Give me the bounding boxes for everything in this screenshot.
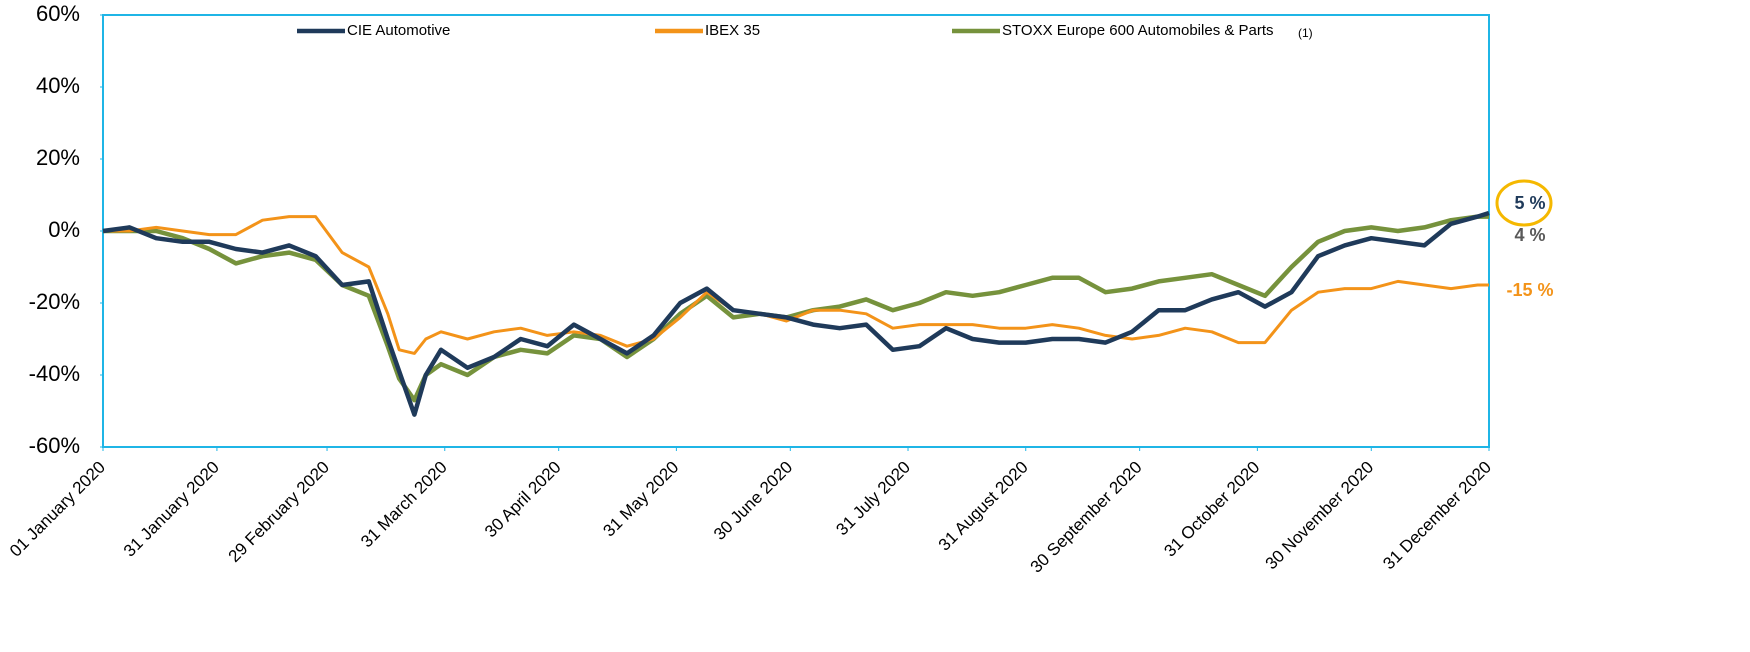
x-tick-label: 30 April 2020 <box>481 458 565 542</box>
x-tick-label: 30 June 2020 <box>710 458 796 544</box>
series-line <box>102 210 1490 417</box>
y-tick-label: 40% <box>36 73 80 98</box>
x-tick-label: 31 October 2020 <box>1160 458 1263 561</box>
legend-label: IBEX 35 <box>705 22 760 39</box>
highlight-ring <box>1495 179 1553 227</box>
x-tick-label: 31 May 2020 <box>599 458 682 541</box>
x-tick-label: 29 February 2020 <box>225 458 333 566</box>
plot-frame <box>102 14 1490 448</box>
y-tick-label: 0% <box>48 217 80 242</box>
x-tick-label: 01 January 2020 <box>6 458 109 561</box>
x-tick-label: 30 September 2020 <box>1027 458 1146 577</box>
legend: CIE Automotive IBEX 35 STOXX Europe 600 Au… <box>297 22 1313 40</box>
x-tick-label: 31 March 2020 <box>357 458 451 552</box>
legend-label: STOXX Europe 600 Automobiles & Parts <box>1002 22 1274 39</box>
x-tick-label: 31 August 2020 <box>935 458 1032 555</box>
series-lines <box>102 210 1490 417</box>
series-line <box>103 215 1489 355</box>
y-tick-label: 60% <box>36 1 80 26</box>
y-tick-label: 20% <box>36 145 80 170</box>
x-tick-label: 31 January 2020 <box>120 458 223 561</box>
x-tick-label: 31 December 2020 <box>1379 458 1495 574</box>
y-tick-label: -20% <box>29 289 80 314</box>
end-label: 4 % <box>1514 225 1545 245</box>
y-tick-label: -60% <box>29 433 80 458</box>
end-labels: 5 % 4 % -15 % <box>1495 179 1554 300</box>
legend-note: (1) <box>1298 26 1313 40</box>
series-line <box>103 214 1489 403</box>
legend-label: CIE Automotive <box>347 22 450 39</box>
x-tick-label: 31 July 2020 <box>832 458 914 540</box>
x-tick-label: 30 November 2020 <box>1262 458 1378 574</box>
y-tick-label: -40% <box>29 361 80 386</box>
end-label: 5 % <box>1514 193 1545 213</box>
end-label: -15 % <box>1506 280 1553 300</box>
